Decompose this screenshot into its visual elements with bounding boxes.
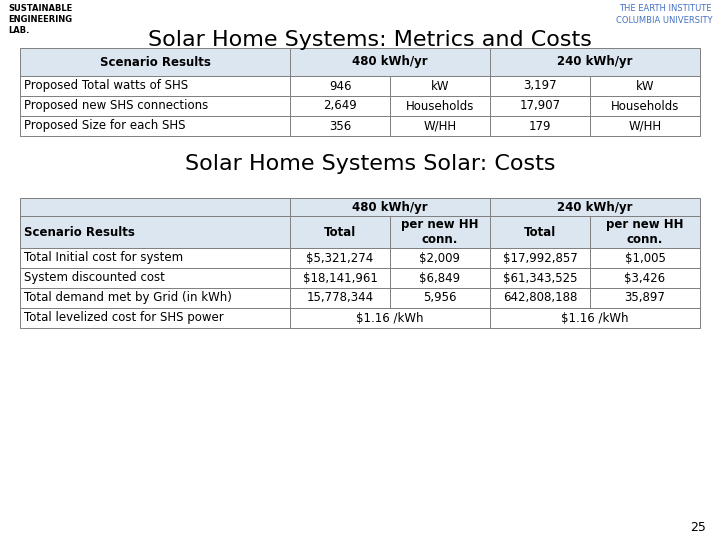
Bar: [390, 288, 490, 308]
Bar: [590, 76, 700, 96]
Text: kW: kW: [431, 79, 449, 92]
Bar: [20, 308, 290, 328]
Bar: [20, 216, 290, 248]
Bar: [590, 116, 700, 136]
Text: Total levelized cost for SHS power: Total levelized cost for SHS power: [24, 312, 224, 325]
Bar: [590, 96, 700, 116]
Text: THE EARTH INSTITUTE
COLUMBIA UNIVERSITY: THE EARTH INSTITUTE COLUMBIA UNIVERSITY: [616, 4, 712, 25]
Bar: [20, 288, 290, 308]
Bar: [20, 76, 290, 96]
Bar: [20, 268, 290, 288]
Bar: [490, 76, 590, 96]
Bar: [290, 216, 390, 248]
Text: 240 kWh/yr: 240 kWh/yr: [557, 200, 633, 213]
Text: $2,009: $2,009: [420, 252, 461, 265]
Bar: [490, 116, 590, 136]
Text: Households: Households: [611, 99, 679, 112]
Bar: [590, 216, 700, 248]
Text: W/HH: W/HH: [629, 119, 662, 132]
Text: Scenario Results: Scenario Results: [99, 56, 210, 69]
Bar: [290, 308, 490, 328]
Bar: [20, 96, 290, 116]
Bar: [490, 96, 590, 116]
Text: 240 kWh/yr: 240 kWh/yr: [557, 56, 633, 69]
Bar: [590, 288, 700, 308]
Text: 17,907: 17,907: [519, 99, 561, 112]
Bar: [20, 48, 290, 76]
Bar: [590, 248, 700, 268]
Bar: [20, 248, 290, 268]
Text: 3,197: 3,197: [523, 79, 557, 92]
Text: 946: 946: [329, 79, 351, 92]
Text: Proposed Size for each SHS: Proposed Size for each SHS: [24, 119, 186, 132]
Bar: [290, 76, 390, 96]
Text: 642,808,188: 642,808,188: [503, 292, 577, 305]
Text: $1.16 /kWh: $1.16 /kWh: [356, 312, 424, 325]
Bar: [290, 268, 390, 288]
Bar: [290, 198, 490, 216]
Text: 5,956: 5,956: [423, 292, 456, 305]
Bar: [490, 48, 700, 76]
Text: 2,649: 2,649: [323, 99, 357, 112]
Bar: [290, 116, 390, 136]
Bar: [590, 268, 700, 288]
Bar: [390, 116, 490, 136]
Bar: [490, 288, 590, 308]
Text: Solar Home Systems Solar: Costs: Solar Home Systems Solar: Costs: [185, 154, 555, 174]
Text: 480 kWh/yr: 480 kWh/yr: [352, 200, 428, 213]
Text: SUSTAINABLE
ENGINEERING
LAB.: SUSTAINABLE ENGINEERING LAB.: [8, 4, 72, 35]
Text: W/HH: W/HH: [423, 119, 456, 132]
Bar: [290, 248, 390, 268]
Bar: [20, 116, 290, 136]
Text: kW: kW: [636, 79, 654, 92]
Text: per new HH
conn.: per new HH conn.: [606, 218, 684, 246]
Text: Total demand met by Grid (in kWh): Total demand met by Grid (in kWh): [24, 292, 232, 305]
Text: Total: Total: [324, 226, 356, 239]
Text: Households: Households: [406, 99, 474, 112]
Text: 356: 356: [329, 119, 351, 132]
Text: $18,141,961: $18,141,961: [302, 272, 377, 285]
Text: $61,343,525: $61,343,525: [503, 272, 577, 285]
Bar: [20, 198, 290, 216]
Text: per new HH
conn.: per new HH conn.: [401, 218, 479, 246]
Text: Solar Home Systems: Metrics and Costs: Solar Home Systems: Metrics and Costs: [148, 30, 592, 50]
Text: 25: 25: [690, 521, 706, 534]
Text: 15,778,344: 15,778,344: [307, 292, 374, 305]
Text: Proposed new SHS connections: Proposed new SHS connections: [24, 99, 208, 112]
Text: $3,426: $3,426: [624, 272, 665, 285]
Bar: [290, 48, 490, 76]
Bar: [290, 96, 390, 116]
Bar: [490, 198, 700, 216]
Text: 35,897: 35,897: [624, 292, 665, 305]
Bar: [390, 248, 490, 268]
Text: $17,992,857: $17,992,857: [503, 252, 577, 265]
Bar: [390, 268, 490, 288]
Bar: [390, 216, 490, 248]
Text: Proposed Total watts of SHS: Proposed Total watts of SHS: [24, 79, 188, 92]
Bar: [490, 248, 590, 268]
Text: $1,005: $1,005: [624, 252, 665, 265]
Text: Total: Total: [524, 226, 556, 239]
Bar: [290, 288, 390, 308]
Bar: [390, 76, 490, 96]
Text: 179: 179: [528, 119, 552, 132]
Bar: [490, 216, 590, 248]
Text: System discounted cost: System discounted cost: [24, 272, 165, 285]
Text: Total Initial cost for system: Total Initial cost for system: [24, 252, 183, 265]
Text: $1.16 /kWh: $1.16 /kWh: [562, 312, 629, 325]
Bar: [390, 96, 490, 116]
Text: Scenario Results: Scenario Results: [24, 226, 135, 239]
Bar: [490, 268, 590, 288]
Bar: [490, 308, 700, 328]
Text: $6,849: $6,849: [420, 272, 461, 285]
Text: $5,321,274: $5,321,274: [307, 252, 374, 265]
Text: 480 kWh/yr: 480 kWh/yr: [352, 56, 428, 69]
